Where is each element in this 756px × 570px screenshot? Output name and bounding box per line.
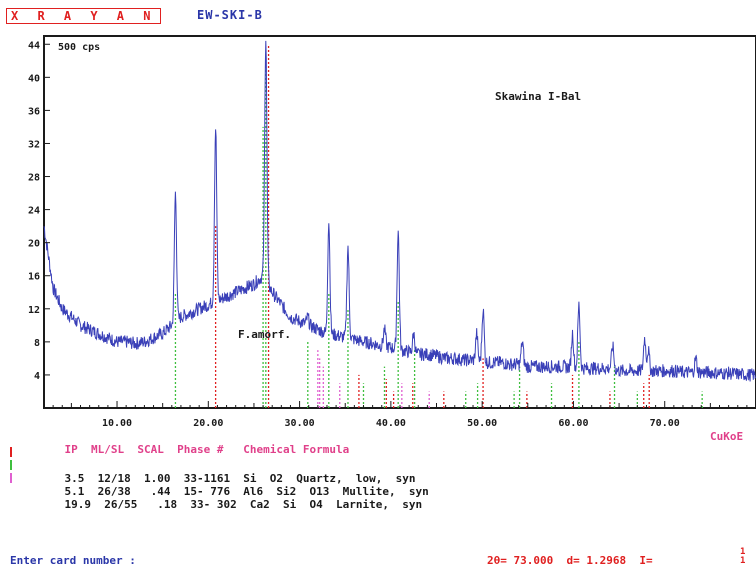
diffraction-chart: 10.00 20.00 30.00 40.00 50.00 60.00 70.00 4 8 12… [28, 35, 756, 428]
x-tick-label: 50.00 [467, 418, 497, 428]
sample-label: Skawina I-Bal [495, 90, 581, 103]
legend-row-text: 3.5 12/18 1.00 33-1161 Si O2 Quartz, low… [64, 472, 416, 485]
legend-swatch [10, 460, 12, 470]
series-group [43, 40, 756, 382]
amorphous-annotation: F.amorf. [238, 328, 291, 341]
corner-tag: 1 1 [740, 547, 746, 566]
intensity-unit-label: 500 cps [58, 42, 100, 53]
x-tick-label: 60.00 [558, 418, 588, 428]
y-tick-label: 40 [28, 73, 40, 84]
y-tick-label: 24 [28, 206, 40, 217]
title-bar: X R A Y A N EW-SKI-B [0, 0, 756, 28]
x-tick-label: 30.00 [285, 418, 315, 428]
legend-row-quartz[interactable]: 3.5 12/18 1.00 33-1161 Si O2 Quartz, low… [10, 446, 416, 498]
legend-row-text: 5.1 26/38 .44 15- 776 Al6 Si2 O13 Mullit… [64, 485, 429, 498]
phase-legend: IP ML/SL SCAL Phase # Chemical Formula C… [0, 430, 756, 511]
legend-row-larnite[interactable]: 19.9 26/55 .18 33- 302 Ca2 Si O4 Larnite… [10, 472, 423, 524]
y-tick-label: 20 [28, 239, 40, 250]
x-tick-label: 70.00 [650, 418, 680, 428]
legend-row-text: 19.9 26/55 .18 33- 302 Ca2 Si O4 Larnite… [64, 498, 423, 511]
y-tick-label: 8 [34, 338, 40, 349]
y-tick-label: 12 [28, 305, 40, 316]
legend-swatch [10, 473, 12, 483]
cursor-readout: 2θ= 73.000 d= 1.2968 I= [487, 554, 653, 567]
card-number-prompt[interactable]: Enter card number : [10, 554, 136, 567]
y-tick-label: 32 [28, 139, 40, 150]
legend-swatch [10, 447, 12, 457]
y-tick-label: 36 [28, 106, 40, 117]
status-bar: Enter card number : 2θ= 73.000 d= 1.2968… [0, 548, 756, 568]
x-tick-label: 20.00 [193, 418, 223, 428]
app-brand: X R A Y A N [6, 8, 162, 24]
legend-columns: IP ML/SL SCAL Phase # Chemical Formula [64, 443, 350, 456]
legend-row-mullite[interactable]: 5.1 26/38 .44 15- 776 Al6 Si2 O13 Mullit… [10, 459, 429, 511]
legend-header: IP ML/SL SCAL Phase # Chemical Formula C… [38, 430, 744, 482]
diffraction-trace [43, 40, 756, 382]
reference-lines [174, 44, 703, 408]
y-tick-label: 4 [34, 371, 40, 382]
file-name: EW-SKI-B [197, 8, 263, 22]
x-tick-label: 40.00 [376, 418, 406, 428]
y-tick-label: 16 [28, 272, 40, 283]
y-axis: 4 8 12 16 20 24 28 32 36 40 44 [28, 40, 50, 382]
y-tick-label: 44 [28, 40, 40, 51]
y-tick-label: 28 [28, 173, 40, 184]
x-axis: 10.00 20.00 30.00 40.00 50.00 60.00 70.00 [43, 401, 756, 428]
tube-label: CuKoE [710, 430, 744, 443]
x-tick-label: 10.00 [102, 418, 132, 428]
